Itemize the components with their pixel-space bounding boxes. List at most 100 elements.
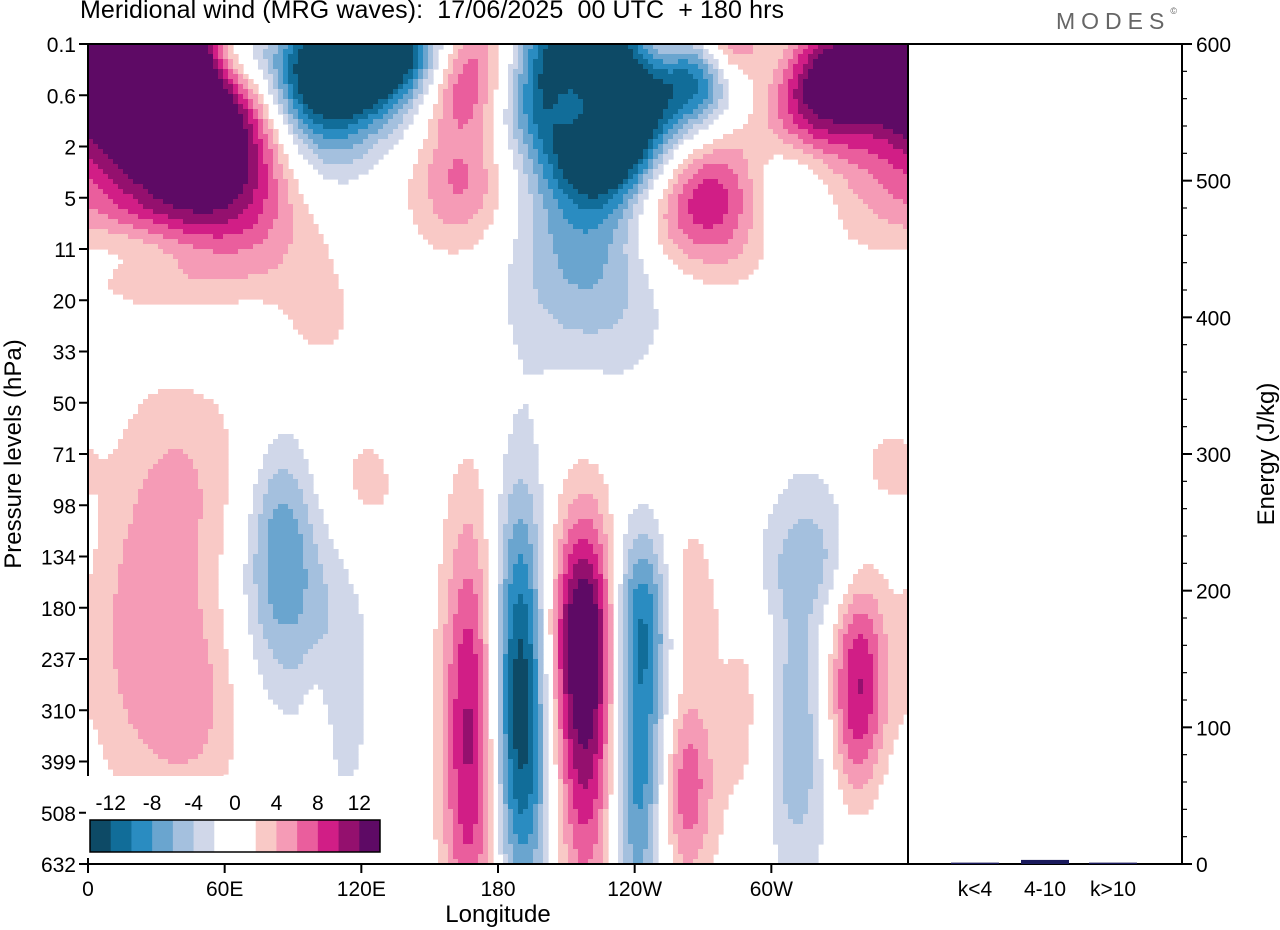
heatmap-cell xyxy=(248,594,259,600)
heatmap-cell xyxy=(213,669,229,675)
heatmap-cell xyxy=(793,89,804,95)
heatmap-cell xyxy=(443,544,459,550)
heatmap-cell xyxy=(603,829,609,835)
heatmap-cell xyxy=(538,824,544,830)
heatmap-cell xyxy=(208,49,214,55)
heatmap-cell xyxy=(698,184,724,190)
heatmap-cell xyxy=(613,209,624,215)
heatmap-cell xyxy=(853,614,869,620)
heatmap-cell xyxy=(878,679,889,685)
heatmap-cell xyxy=(243,209,264,215)
heatmap-cell xyxy=(568,769,579,775)
heatmap-cell xyxy=(283,254,329,260)
heatmap-cell xyxy=(768,99,779,105)
heatmap-cell xyxy=(443,729,449,735)
heatmap-cell xyxy=(518,179,529,185)
heatmap-cell xyxy=(563,529,569,535)
heatmap-cell xyxy=(413,79,419,85)
heatmap-cell xyxy=(748,169,764,175)
heatmap-cell xyxy=(288,189,299,195)
heatmap-cell xyxy=(563,784,569,790)
heatmap-cell xyxy=(458,49,489,55)
heatmap-cell xyxy=(513,109,519,115)
heatmap-cell xyxy=(878,604,908,610)
heatmap-cell xyxy=(253,579,269,585)
heatmap-cell xyxy=(838,734,844,740)
heatmap-cell xyxy=(433,699,444,705)
heatmap-cell xyxy=(578,774,594,780)
heatmap-cell xyxy=(98,164,119,170)
heatmap-cell xyxy=(658,734,664,740)
heatmap-cell xyxy=(763,539,784,545)
heatmap-cell xyxy=(588,859,604,864)
heatmap-cell xyxy=(143,484,199,490)
y-tick-label: 310 xyxy=(41,700,76,723)
heatmap-cell xyxy=(628,629,634,635)
heatmap-cell xyxy=(663,159,669,165)
heatmap-cell xyxy=(528,129,539,135)
heatmap-cell xyxy=(813,609,824,615)
heatmap-cell xyxy=(448,59,454,65)
heatmap-cell xyxy=(453,49,459,55)
heatmap-cell xyxy=(483,754,489,760)
heatmap-cell xyxy=(88,609,114,615)
heatmap-cell xyxy=(248,94,259,100)
heatmap-cell xyxy=(848,679,859,685)
heatmap-cell xyxy=(568,669,599,675)
heatmap-cell xyxy=(308,104,374,110)
heatmap-cell xyxy=(288,69,294,75)
heatmap-cell xyxy=(673,739,679,745)
heatmap-cell xyxy=(638,654,649,660)
heatmap-cell xyxy=(618,829,624,835)
heatmap-cell xyxy=(428,49,434,55)
heatmap-cell xyxy=(663,604,669,610)
heatmap-cell xyxy=(233,99,239,105)
heatmap-cell xyxy=(518,189,529,195)
heatmap-cell xyxy=(293,319,344,325)
heatmap-cell xyxy=(633,694,654,700)
heatmap-cell xyxy=(528,679,534,685)
heatmap-cell xyxy=(558,719,564,725)
heatmap-cell xyxy=(553,659,559,665)
heatmap-cell xyxy=(508,629,514,635)
heatmap-cell xyxy=(678,774,699,780)
heatmap-cell xyxy=(838,684,849,690)
heatmap-cell xyxy=(648,809,654,815)
heatmap-cell xyxy=(573,599,594,605)
heatmap-cell xyxy=(558,494,579,500)
heatmap-cell xyxy=(183,449,229,455)
heatmap-cell xyxy=(298,519,309,525)
heatmap-cell xyxy=(478,689,484,695)
heatmap-cell xyxy=(288,469,309,475)
heatmap-cell xyxy=(543,824,549,830)
heatmap-cell xyxy=(683,679,749,685)
heatmap-cell xyxy=(528,689,534,695)
heatmap-cell xyxy=(548,44,629,50)
y-tick-label: 98 xyxy=(53,495,76,518)
heatmap-cell xyxy=(113,614,204,620)
heatmap-cell xyxy=(283,104,289,110)
heatmap-cell xyxy=(658,614,664,620)
heatmap-cell xyxy=(663,249,684,255)
heatmap-cell xyxy=(388,109,399,115)
heatmap-cell xyxy=(268,529,299,535)
heatmap-cell xyxy=(648,149,654,155)
heatmap-cell xyxy=(533,744,539,750)
heatmap-cell xyxy=(578,94,674,100)
heatmap-cell xyxy=(778,559,824,565)
heatmap-cell xyxy=(248,529,259,535)
heatmap-cell xyxy=(638,634,649,640)
heatmap-cell xyxy=(498,649,504,655)
heatmap-cell xyxy=(538,594,544,600)
heatmap-cell xyxy=(668,179,679,185)
heatmap-cell xyxy=(118,219,154,225)
heatmap-cell xyxy=(773,794,784,800)
heatmap-cell xyxy=(558,154,644,160)
heatmap-cell xyxy=(503,474,539,480)
heatmap-cell xyxy=(293,209,309,215)
heatmap-cell xyxy=(263,104,269,110)
heatmap-cell xyxy=(513,829,534,835)
heatmap-cell xyxy=(628,689,634,695)
heatmap-cell xyxy=(203,509,224,515)
heatmap-cell xyxy=(483,834,489,840)
